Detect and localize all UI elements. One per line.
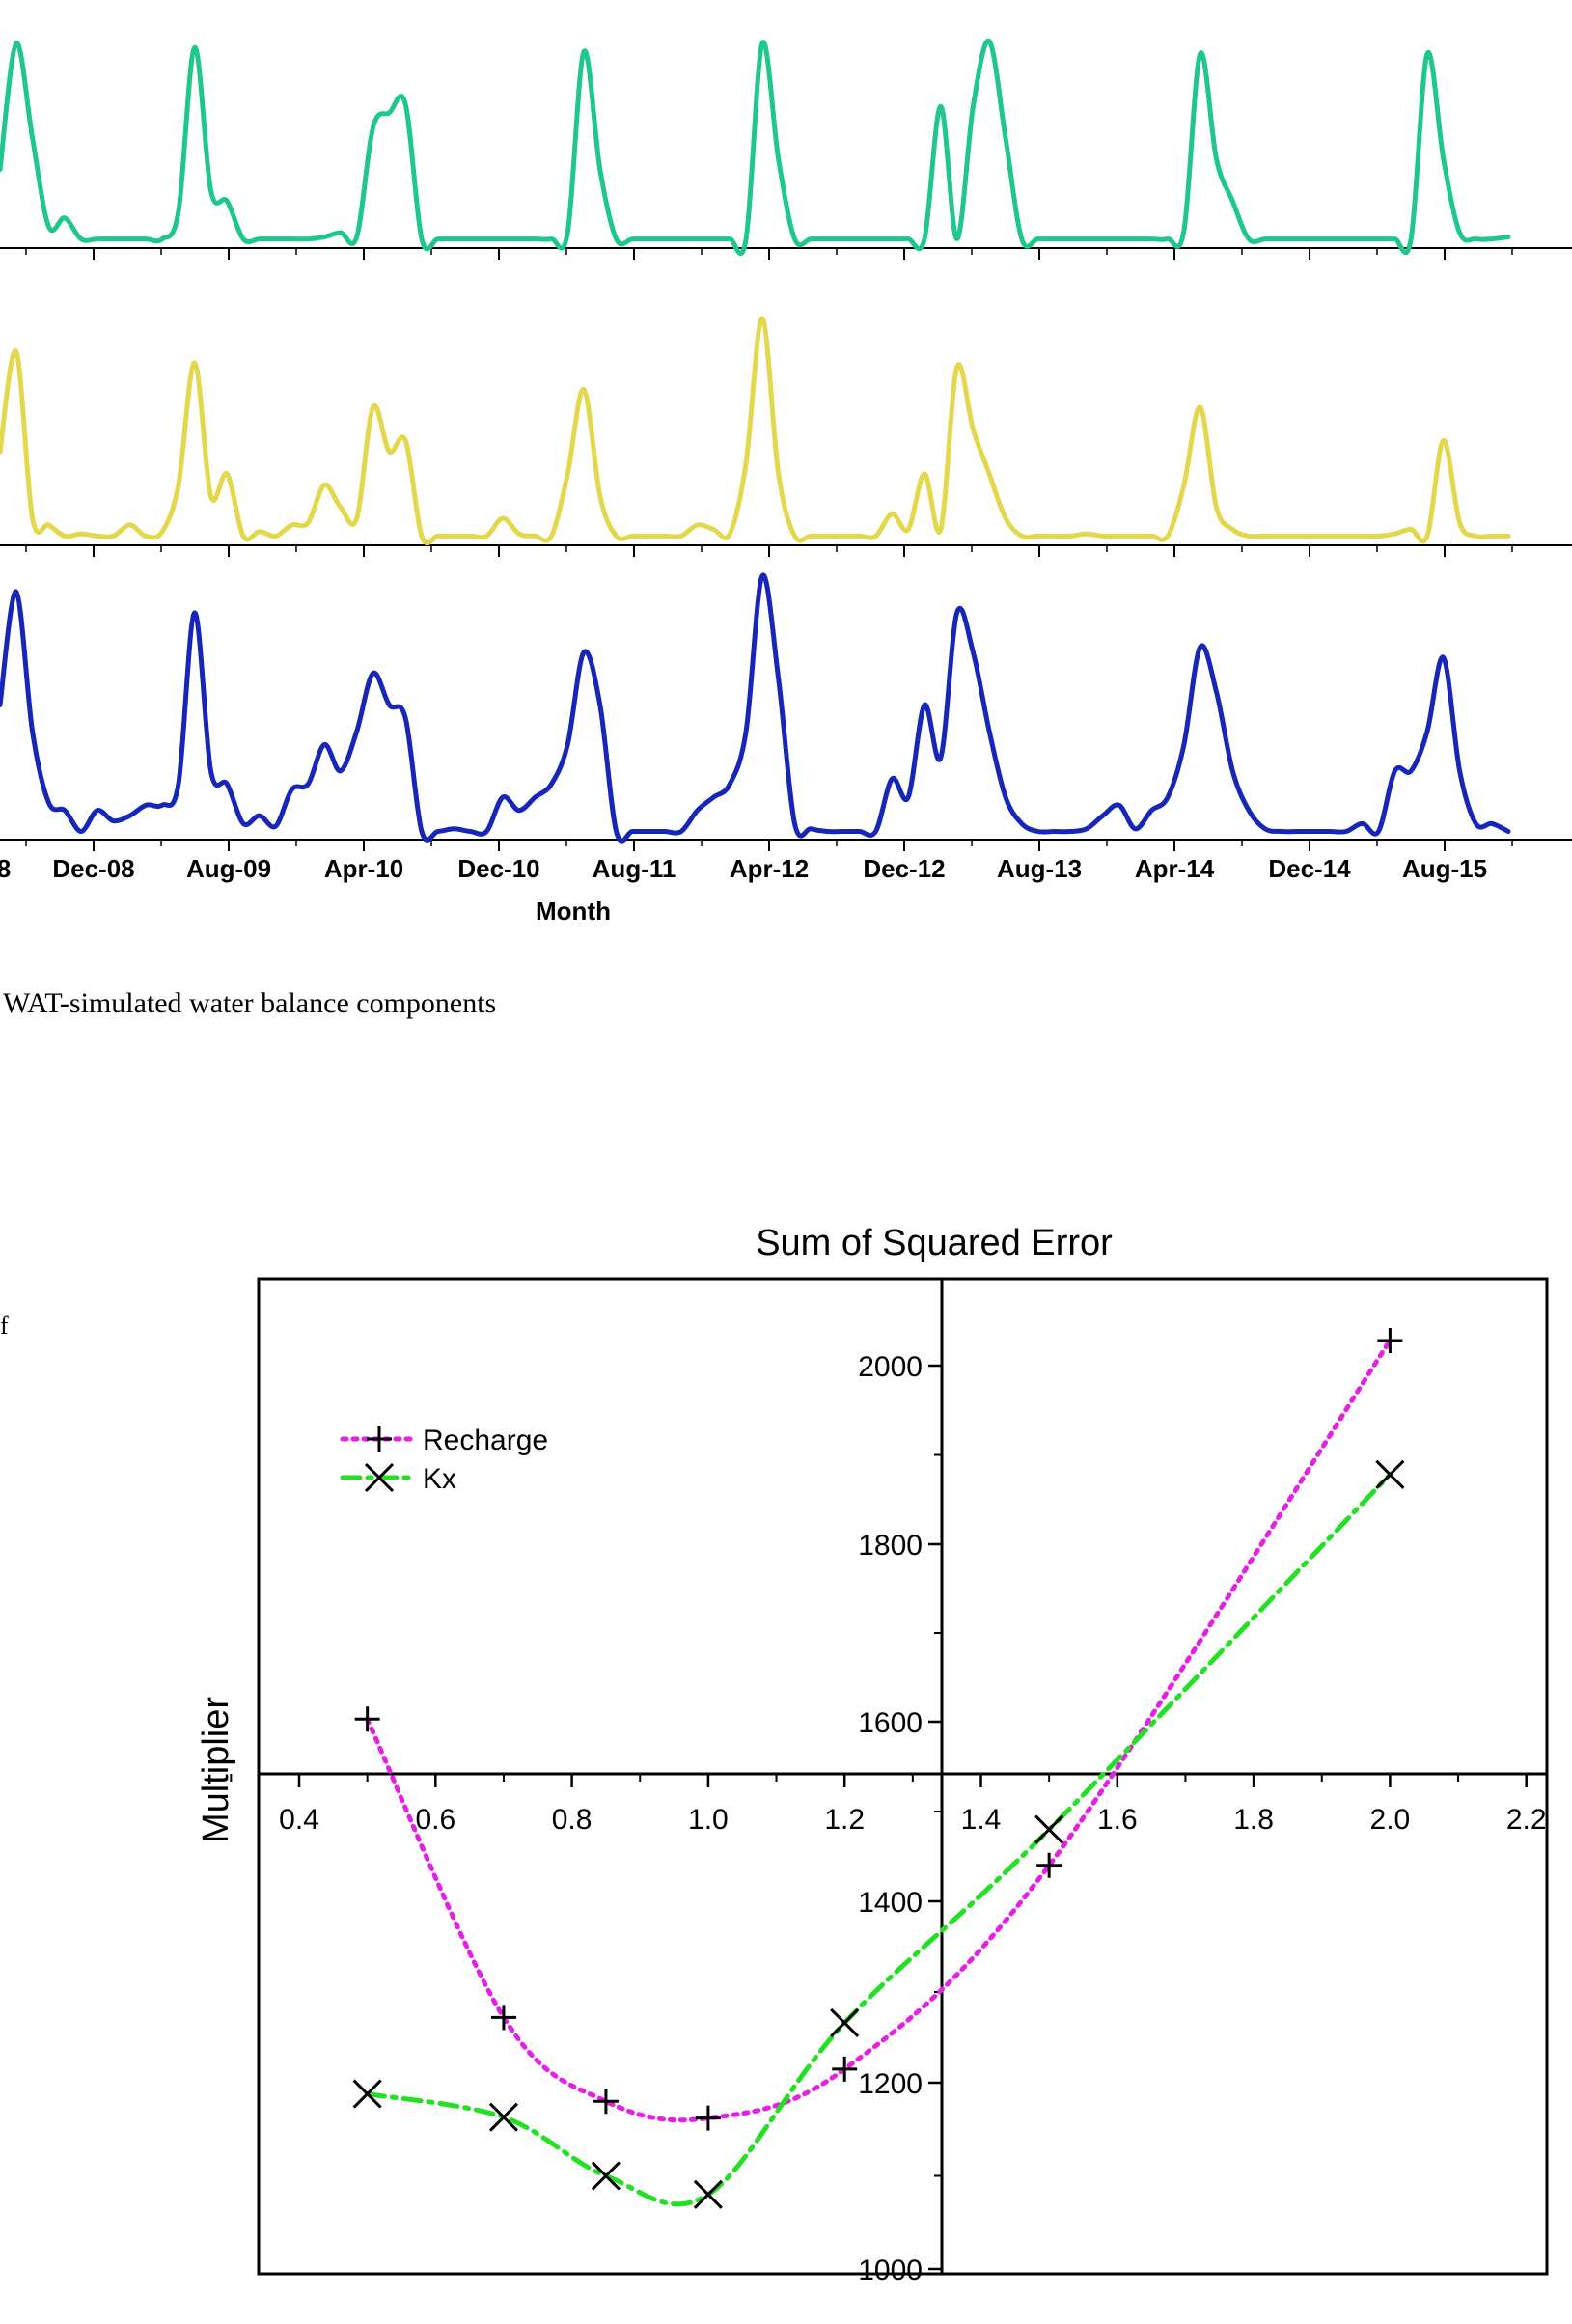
series-line-1 <box>0 38 1511 257</box>
data-point-kx <box>591 2161 621 2191</box>
data-point-recharge <box>490 2005 516 2031</box>
legend-marker-kx <box>364 1462 395 1493</box>
figure-caption-fragment: WAT-simulated water balance components <box>3 987 496 1019</box>
x-tick-label: Aug-13 <box>997 854 1082 883</box>
data-point-recharge <box>695 2105 721 2131</box>
series-line-2 <box>0 316 1511 546</box>
legend: Recharge Kx <box>340 1425 548 1495</box>
x-tick-label: Aug-15 <box>1402 854 1487 883</box>
y-tick-label: 1800 <box>858 1530 923 1562</box>
x-tick-label: Dec-10 <box>457 854 539 883</box>
y-axis-label: Multiplier <box>196 1697 236 1843</box>
sum-of-squared-error-chart: Sum of Squared Error Multiplier 0.4 0.6 0.… <box>196 1223 1549 2286</box>
x-tick-label: Dec-12 <box>863 854 945 883</box>
x-tick-label-partial: 8 <box>0 854 11 883</box>
water-balance-time-series: 8 Dec-08 Aug-09 Apr-10 Dec-10 Aug-11 Apr-12 Dec… <box>0 38 1572 883</box>
legend-marker-recharge <box>367 1426 392 1452</box>
x-tick-label: 0.6 <box>415 1804 455 1836</box>
series-curve-recharge <box>365 1338 1393 2123</box>
data-point-recharge <box>593 2089 619 2115</box>
x-tick-label: 1.0 <box>688 1804 729 1836</box>
data-point-recharge <box>354 1706 380 1732</box>
x-tick-label: 1.6 <box>1097 1804 1138 1836</box>
data-point-recharge <box>1036 1852 1062 1878</box>
plot-frame <box>257 1277 1549 2276</box>
data-point-recharge <box>1377 1327 1403 1353</box>
x-tick-label: 2.2 <box>1506 1804 1547 1836</box>
x-tick-label: 1.8 <box>1233 1804 1274 1836</box>
x-tick-label: Apr-12 <box>730 854 809 883</box>
x-tick-label: Aug-09 <box>186 854 271 883</box>
chart-title: Sum of Squared Error <box>756 1223 1113 1263</box>
x-tick-label: 1.4 <box>961 1804 1002 1836</box>
x-tick-label: Apr-14 <box>1135 854 1215 883</box>
data-point-kx <box>1375 1459 1405 1489</box>
x-tick-label: 0.8 <box>552 1804 593 1836</box>
data-point-kx <box>693 2179 723 2209</box>
legend-label-kx: Kx <box>423 1463 456 1495</box>
x-tick-label: Dec-08 <box>52 854 134 883</box>
x-tick-label: 0.4 <box>279 1804 319 1836</box>
y-tick-label: 1600 <box>858 1707 923 1739</box>
margin-text-fragment: f <box>0 1312 9 1340</box>
data-point-kx <box>352 2079 382 2109</box>
data-point-kx <box>830 2007 860 2038</box>
data-point-recharge <box>832 2056 858 2082</box>
y-tick-label: 2000 <box>858 1351 923 1383</box>
x-tick-label: 1.2 <box>824 1804 865 1836</box>
x-tick-label: 2.0 <box>1370 1804 1411 1836</box>
y-tick-label: 1000 <box>858 2255 923 2286</box>
data-point-kx <box>1034 1814 1064 1844</box>
x-tick-label: Apr-10 <box>324 854 403 883</box>
y-tick-label: 1400 <box>858 1887 923 1919</box>
x-tick-label: Aug-11 <box>593 854 676 883</box>
x-tick-label: Dec-14 <box>1268 854 1351 883</box>
data-point-kx <box>488 2102 519 2132</box>
y-tick-label: 1200 <box>858 2068 923 2100</box>
x-axis-label-month: Month <box>536 897 611 926</box>
series-line-3 <box>0 572 1511 844</box>
series-curve-kx <box>365 1472 1393 2207</box>
legend-label-recharge: Recharge <box>423 1425 548 1456</box>
